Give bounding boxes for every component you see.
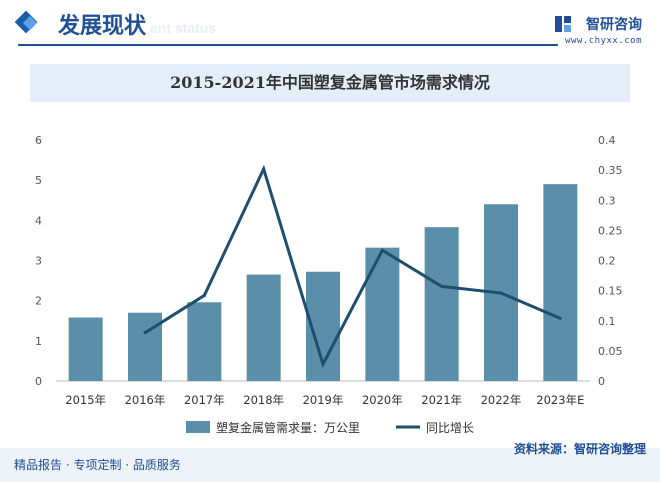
bar — [424, 227, 459, 381]
header-rule — [18, 44, 558, 46]
y-left-tick-label: 5 — [35, 174, 42, 187]
section-title: 发展现状 — [58, 14, 147, 39]
y-right-tick-label: 0.4 — [598, 134, 616, 147]
x-tick-label: 2021年 — [421, 393, 462, 407]
footer — [0, 448, 660, 482]
y-right-tick-label: 0.35 — [598, 164, 623, 177]
y-right-tick-label: 0.25 — [598, 224, 623, 237]
chart-title-band — [30, 64, 630, 102]
y-left-tick-label: 0 — [35, 375, 42, 388]
growth-point — [380, 248, 384, 252]
y-right-tick-label: 0.2 — [598, 255, 616, 268]
y-left-tick-label: 2 — [35, 295, 42, 308]
source-note: 资料来源：智研咨询整理 — [513, 442, 646, 456]
brand-logo-icon — [555, 16, 571, 32]
growth-point — [499, 291, 503, 295]
legend-bar-label: 塑复金属管需求量：万公里 — [216, 420, 360, 435]
y-right-tick-label: 0.1 — [598, 315, 616, 328]
legend-bar-swatch — [186, 421, 210, 433]
x-tick-label: 2015年 — [65, 393, 106, 407]
brand: 智研咨询 www.chyxx.com — [565, 14, 642, 46]
header: ent status 发展现状 智研咨询 www.chyxx.com — [0, 0, 660, 56]
y-right-tick-label: 0.05 — [598, 345, 623, 358]
growth-point — [262, 167, 266, 171]
legend-line-label: 同比增长 — [426, 421, 474, 435]
bar — [246, 274, 281, 381]
brand-url: www.chyxx.com — [565, 36, 642, 46]
bar — [187, 302, 222, 381]
x-tick-label: 2022年 — [481, 393, 522, 407]
growth-point — [440, 284, 444, 288]
x-tick-label: 2016年 — [125, 393, 166, 407]
y-left-tick-label: 1 — [35, 335, 42, 348]
x-tick-label: 2019年 — [303, 393, 344, 407]
growth-point — [321, 362, 325, 366]
y-left-tick-label: 6 — [35, 134, 42, 147]
x-tick-label: 2018年 — [243, 393, 284, 407]
bar — [68, 317, 103, 381]
chart-title: 2015-2021年中国塑复金属管市场需求情况 — [170, 73, 490, 92]
section-watermark: ent status — [150, 20, 217, 36]
y-left-tick-label: 4 — [35, 214, 42, 227]
x-tick-label: 2023年E — [536, 393, 584, 407]
footer-tagline: 精品报告 · 专项定制 · 品质服务 — [14, 458, 181, 472]
y-right-tick-label: 0 — [598, 375, 605, 388]
bar — [128, 312, 162, 381]
growth-point — [202, 293, 206, 297]
growth-line — [144, 164, 561, 369]
brand-name: 智研咨询 — [586, 17, 642, 33]
growth-point — [558, 316, 562, 320]
y-left-tick-label: 3 — [35, 255, 42, 268]
y-right-tick-label: 0.3 — [598, 194, 616, 207]
growth-point — [143, 331, 147, 335]
bar — [365, 247, 400, 381]
x-tick-label: 2017年 — [184, 393, 225, 407]
x-tick-label: 2020年 — [362, 393, 403, 407]
bar — [543, 184, 578, 381]
y-right-tick-label: 0.15 — [598, 285, 623, 298]
